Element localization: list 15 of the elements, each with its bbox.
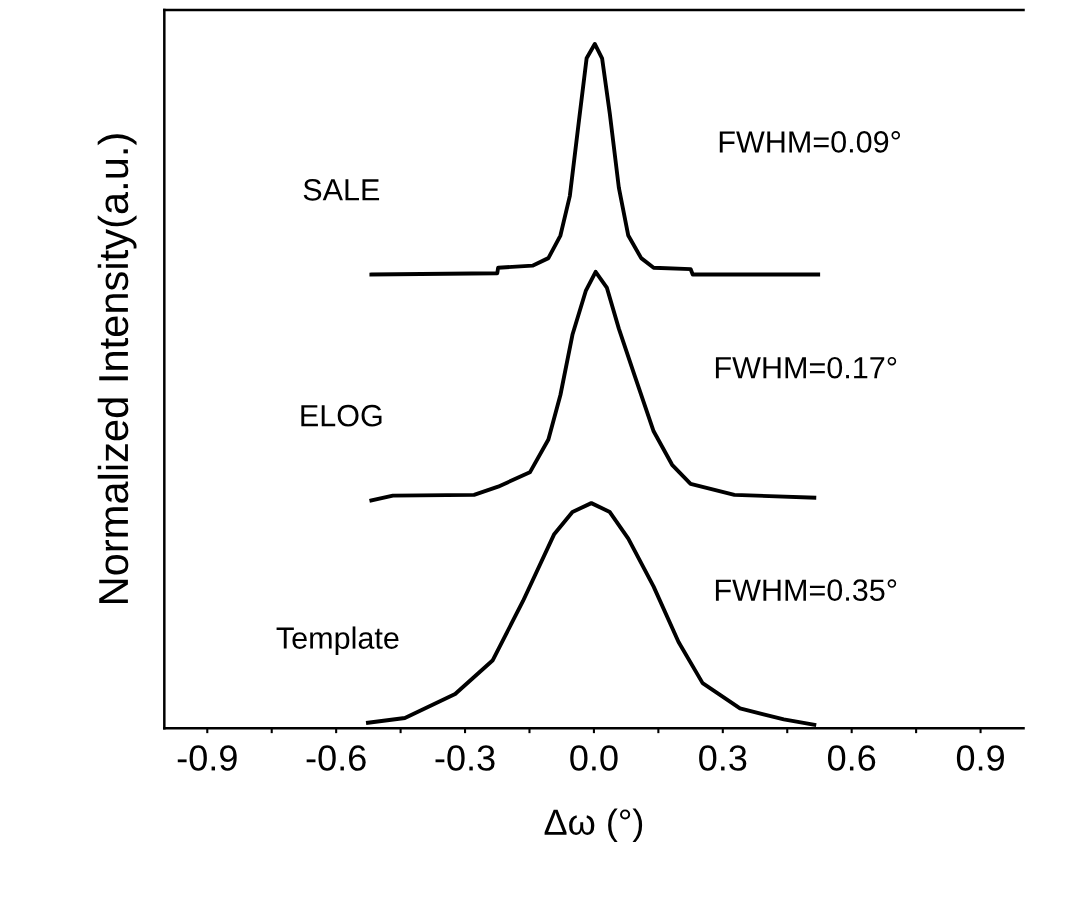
x-tick-label: 0.6: [828, 745, 876, 771]
y-axis-title: Normalized Intensity(a.u.): [97, 134, 137, 603]
x-tick-label: 0.0: [570, 745, 618, 771]
x-tick-label: -0.9: [177, 745, 237, 771]
text: ELOG: [301, 404, 382, 427]
text: SALE: [303, 178, 380, 201]
annotation: FWHM=0.35°: [715, 579, 897, 601]
x-tick-label: -0.6: [306, 745, 366, 771]
x-axis-title: Δω (°): [544, 808, 643, 843]
x-tick-label: -0.3: [435, 745, 495, 771]
x-tick-label: 0.3: [699, 745, 747, 771]
series-label: Template: [276, 626, 399, 655]
annotation: FWHM=0.09°: [719, 131, 901, 153]
x-tick-label: 0.9: [956, 745, 1004, 771]
annotation: FWHM=0.17°: [715, 356, 897, 379]
